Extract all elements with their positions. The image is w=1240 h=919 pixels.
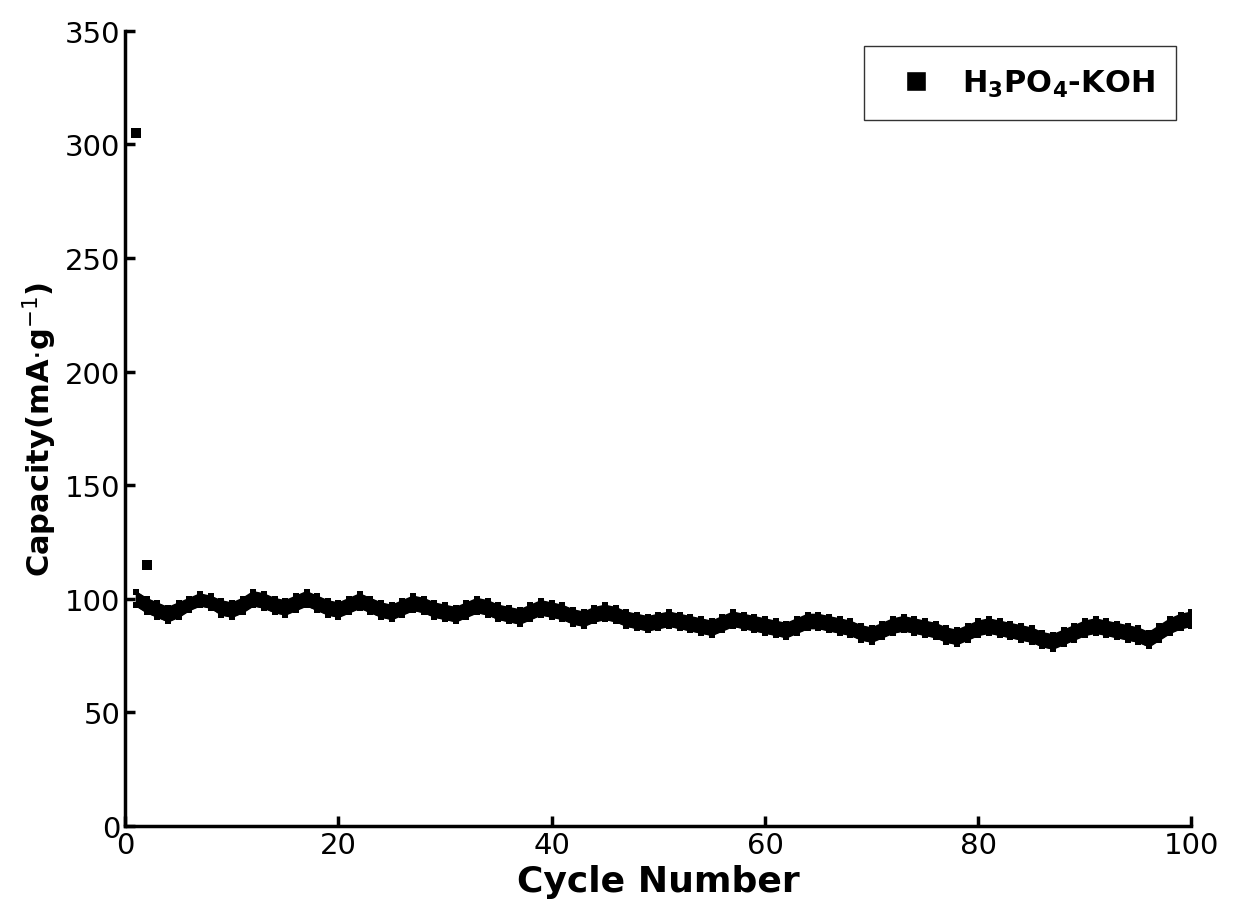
Point [136, 558, 156, 573]
Legend: $\mathbf{H_3PO_4}$-$\mathbf{KOH}$: $\mathbf{H_3PO_4}$-$\mathbf{KOH}$ [864, 47, 1177, 121]
X-axis label: Cycle Number: Cycle Number [517, 864, 800, 898]
Y-axis label: Capacity(mA$\cdot$g$^{-1}$): Capacity(mA$\cdot$g$^{-1}$) [21, 281, 60, 576]
Point [126, 127, 146, 142]
